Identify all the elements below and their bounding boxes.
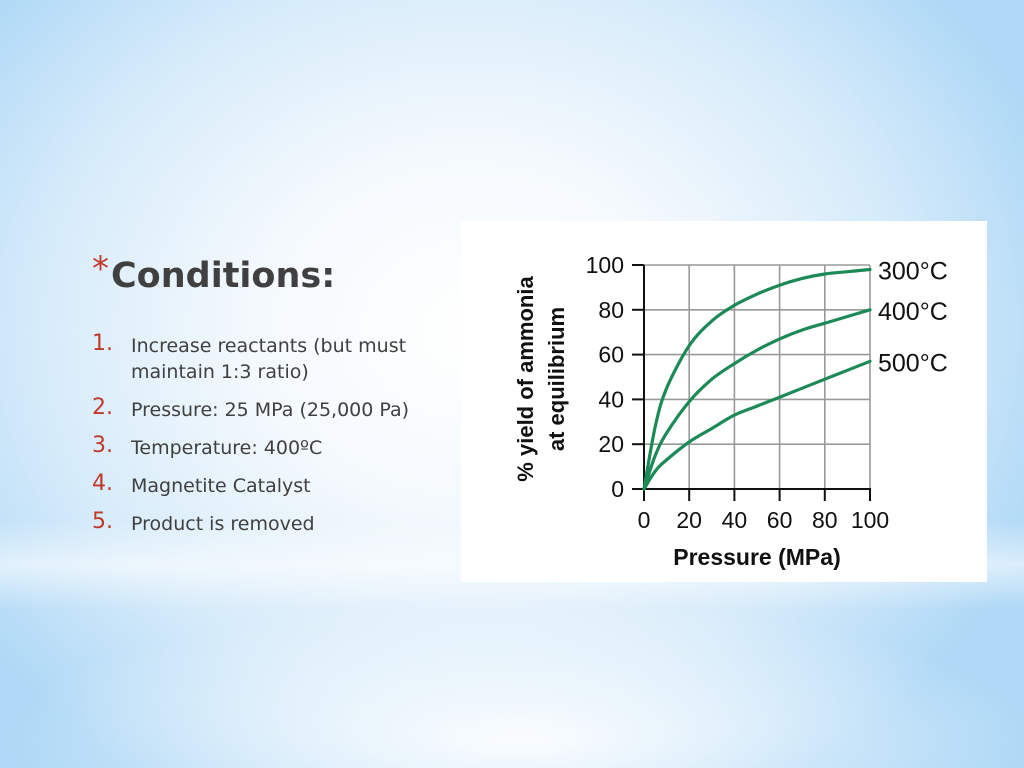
list-item-text: Increase reactants (but must maintain 1:… bbox=[131, 335, 407, 383]
title-text: Conditions: bbox=[111, 256, 336, 296]
list-item-number: 5. bbox=[92, 509, 113, 534]
list-item-text: Product is removed bbox=[131, 513, 315, 535]
ammonia-yield-chart: 0 20 40 60 80 100 0 20 40 60 80 100 300°C 400°C 500°C P… bbox=[461, 221, 987, 582]
series-label: 500°C bbox=[878, 349, 948, 377]
y-axis-label-line1: % yield of ammonia bbox=[513, 276, 538, 482]
y-tick-label: 100 bbox=[586, 252, 624, 278]
list-item-text: Temperature: 400ºC bbox=[131, 437, 323, 459]
chart-svg: 0 20 40 60 80 100 0 20 40 60 80 100 300°C 400°C 500°C P… bbox=[513, 252, 948, 570]
x-tick-label: 40 bbox=[722, 507, 748, 533]
title-bullet-star: * bbox=[92, 249, 109, 289]
series-label: 400°C bbox=[878, 298, 948, 326]
list-item-text: Pressure: 25 MPa (25,000 Pa) bbox=[131, 399, 410, 421]
x-tick-label: 0 bbox=[638, 507, 651, 533]
x-tick-label: 80 bbox=[812, 507, 838, 533]
slide-title: * Conditions: bbox=[92, 250, 335, 302]
list-item: 1. Increase reactants (but must maintain… bbox=[92, 331, 442, 385]
list-item-number: 2. bbox=[92, 395, 113, 420]
background-glow bbox=[0, 600, 1024, 768]
y-tick-label: 60 bbox=[598, 342, 624, 368]
conditions-list: 1. Increase reactants (but must maintain… bbox=[92, 331, 442, 549]
series-label: 300°C bbox=[878, 257, 948, 285]
x-tick-label: 100 bbox=[851, 507, 889, 533]
y-axis-label-line2: at equilibrium bbox=[544, 307, 569, 451]
list-item-number: 3. bbox=[92, 433, 113, 458]
list-item: 2. Pressure: 25 MPa (25,000 Pa) bbox=[92, 395, 442, 423]
list-item-number: 4. bbox=[92, 471, 113, 496]
series-line bbox=[642, 267, 872, 491]
x-tick-label: 60 bbox=[767, 507, 793, 533]
y-tick-label: 0 bbox=[611, 476, 624, 502]
y-tick-label: 80 bbox=[598, 297, 624, 323]
list-item-number: 1. bbox=[92, 331, 113, 356]
list-item: 3. Temperature: 400ºC bbox=[92, 433, 442, 461]
list-item-text: Magnetite Catalyst bbox=[131, 475, 311, 497]
y-tick-label: 40 bbox=[598, 386, 624, 412]
x-axis-label: Pressure (MPa) bbox=[673, 544, 840, 570]
list-item: 5. Product is removed bbox=[92, 509, 442, 537]
list-item: 4. Magnetite Catalyst bbox=[92, 471, 442, 499]
x-tick-label: 20 bbox=[676, 507, 702, 533]
series-line bbox=[642, 308, 872, 491]
series-line bbox=[642, 359, 872, 491]
y-tick-label: 20 bbox=[598, 431, 624, 457]
